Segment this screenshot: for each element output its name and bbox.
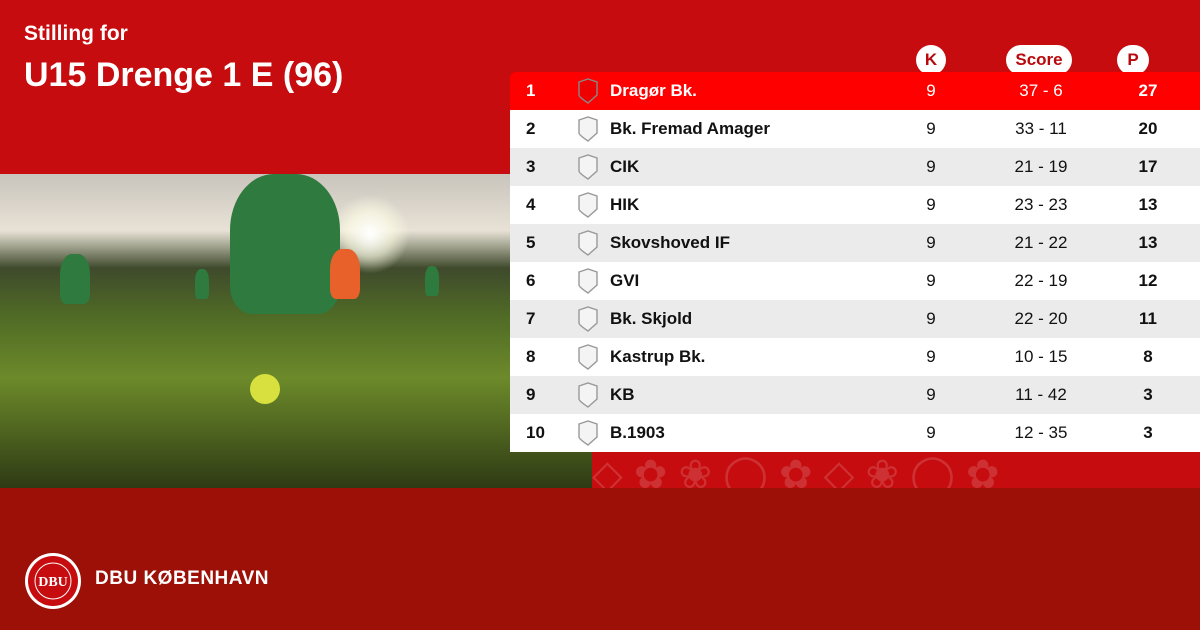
table-row[interactable]: 9 KB 9 11 - 42 3 [510, 376, 1200, 414]
footer-band [0, 488, 1200, 630]
shield-icon [566, 230, 610, 256]
points: 8 [1143, 347, 1153, 366]
goal-score: 12 - 35 [1014, 423, 1068, 442]
team-name: GVI [610, 271, 640, 290]
position: 10 [526, 423, 545, 442]
team-name: Dragør Bk. [610, 81, 697, 100]
ball [250, 374, 280, 404]
table-row[interactable]: 6 GVI 9 22 - 19 12 [510, 262, 1200, 300]
shield-icon [566, 268, 610, 294]
goal-score: 23 - 23 [1014, 195, 1068, 214]
shield-icon [566, 154, 610, 180]
points: 3 [1143, 385, 1153, 404]
player-figure [425, 266, 439, 296]
points: 13 [1138, 195, 1158, 214]
matches-played: 9 [926, 157, 936, 176]
standings-table: 1 Dragør Bk. 9 37 - 6 27 2 Bk. Fremad Ama… [510, 72, 1200, 452]
position: 5 [526, 233, 536, 252]
shield-icon [566, 78, 610, 104]
dbu-logo: DBU [24, 552, 82, 615]
player-figure [60, 254, 90, 304]
team-name: Bk. Skjold [610, 309, 693, 328]
matches-played: 9 [926, 233, 936, 252]
team-name: Kastrup Bk. [610, 347, 706, 366]
table-row[interactable]: 8 Kastrup Bk. 9 10 - 15 8 [510, 338, 1200, 376]
player-figure [230, 174, 340, 314]
team-name: Bk. Fremad Amager [610, 119, 770, 138]
position: 7 [526, 309, 536, 328]
col-header-k: K [916, 45, 946, 75]
table-row[interactable]: 10 B.1903 9 12 - 35 3 [510, 414, 1200, 452]
matches-played: 9 [926, 271, 936, 290]
position: 4 [526, 195, 536, 214]
goal-score: 11 - 42 [1015, 385, 1067, 404]
matches-played: 9 [926, 385, 936, 404]
shield-icon [566, 306, 610, 332]
points: 17 [1138, 157, 1158, 176]
shield-icon [566, 344, 610, 370]
shield-icon [566, 192, 610, 218]
shield-icon [566, 420, 610, 446]
page-title: U15 Drenge 1 E (96) [24, 56, 344, 94]
matches-played: 9 [926, 119, 936, 138]
player-figure [330, 249, 360, 299]
goal-score: 10 - 15 [1014, 347, 1068, 366]
points: 12 [1138, 271, 1158, 290]
position: 8 [526, 347, 536, 366]
shield-icon [566, 382, 610, 408]
team-name: KB [610, 385, 635, 404]
football-photo [0, 174, 592, 488]
team-name: Skovshoved IF [610, 233, 730, 252]
position: 9 [526, 385, 536, 404]
position: 6 [526, 271, 536, 290]
goal-score: 22 - 19 [1014, 271, 1068, 290]
team-name: HIK [610, 195, 640, 214]
brand-name: DBU KØBENHAVN [95, 568, 269, 589]
points: 20 [1138, 119, 1158, 138]
table-row[interactable]: 1 Dragør Bk. 9 37 - 6 27 [510, 72, 1200, 110]
matches-played: 9 [926, 423, 936, 442]
points: 13 [1138, 233, 1158, 252]
page-subtitle: Stilling for [24, 22, 128, 45]
table-row[interactable]: 2 Bk. Fremad Amager 9 33 - 11 20 [510, 110, 1200, 148]
matches-played: 9 [926, 81, 936, 100]
table-row[interactable]: 4 HIK 9 23 - 23 13 [510, 186, 1200, 224]
matches-played: 9 [926, 309, 936, 328]
position: 1 [526, 81, 536, 100]
team-name: B.1903 [610, 423, 665, 442]
player-figure [195, 269, 209, 299]
goal-score: 21 - 19 [1014, 157, 1068, 176]
position: 2 [526, 119, 536, 138]
goal-score: 33 - 11 [1015, 119, 1067, 138]
col-header-p: P [1117, 45, 1149, 75]
matches-played: 9 [926, 347, 936, 366]
points: 3 [1143, 423, 1153, 442]
goal-score: 21 - 22 [1014, 233, 1068, 252]
shield-icon [566, 116, 610, 142]
position: 3 [526, 157, 536, 176]
table-row[interactable]: 5 Skovshoved IF 9 21 - 22 13 [510, 224, 1200, 262]
table-row[interactable]: 7 Bk. Skjold 9 22 - 20 11 [510, 300, 1200, 338]
watermark-pattern: ◇ ✿ ❀ ◯ ✿ ◇ ❀ ◯ ✿ [592, 453, 1000, 488]
goal-score: 37 - 6 [1019, 81, 1063, 100]
table-row[interactable]: 3 CIK 9 21 - 19 17 [510, 148, 1200, 186]
team-name: CIK [610, 157, 640, 176]
matches-played: 9 [926, 195, 936, 214]
points: 27 [1138, 81, 1158, 100]
goal-score: 22 - 20 [1014, 309, 1068, 328]
points: 11 [1139, 309, 1157, 328]
svg-text:DBU: DBU [38, 575, 68, 590]
col-header-score: Score [1006, 45, 1072, 75]
